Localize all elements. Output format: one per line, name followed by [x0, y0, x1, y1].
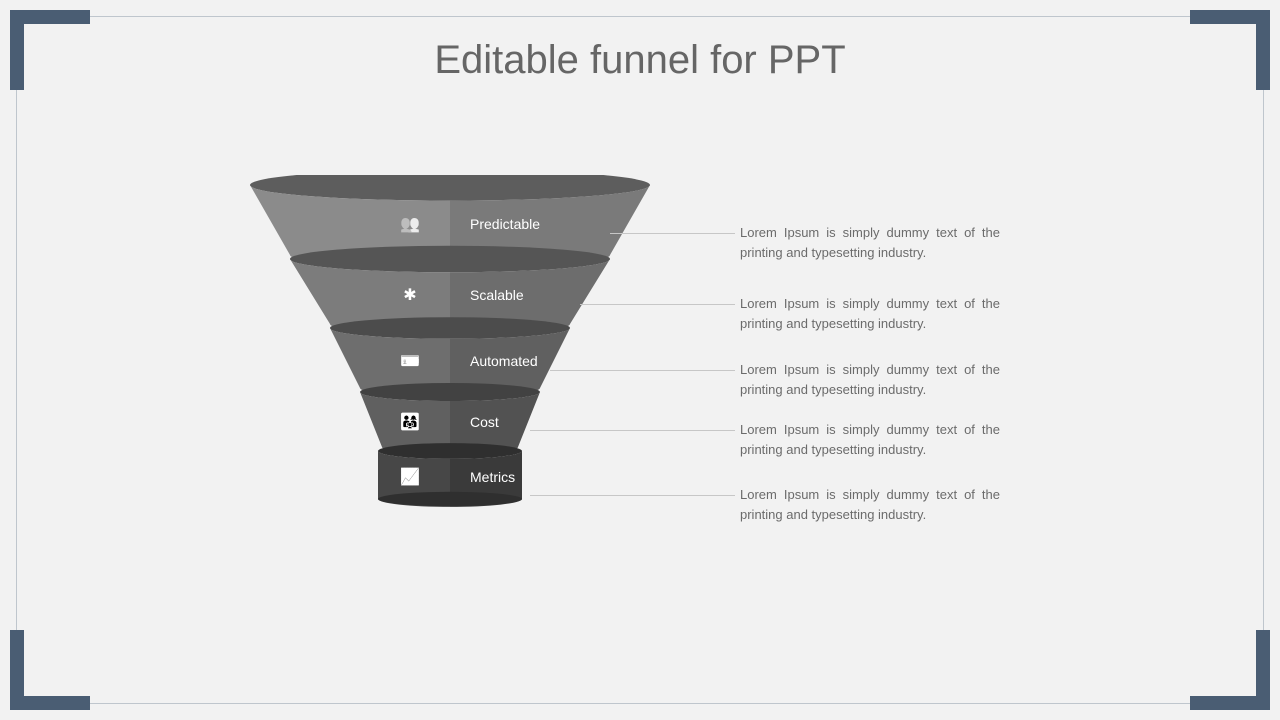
- connector-line: [550, 370, 735, 371]
- funnel-segment-label: Automated: [470, 353, 538, 369]
- funnel-segment-label: Metrics: [470, 469, 515, 485]
- segment-description: Lorem Ipsum is simply dummy text of the …: [740, 360, 1000, 399]
- funnel-segment-label: Predictable: [470, 216, 540, 232]
- funnel-diagram: Predictable 👥 Scalable ✱ Automated 🪪 Cost 👨‍👩‍👧…: [240, 175, 660, 575]
- segment-description: Lorem Ipsum is simply dummy text of the …: [740, 294, 1000, 333]
- network-icon: ✱: [395, 285, 425, 305]
- connector-line: [580, 304, 735, 305]
- funnel-segment-label: Scalable: [470, 287, 524, 303]
- connector-line: [530, 495, 735, 496]
- segment-description: Lorem Ipsum is simply dummy text of the …: [740, 420, 1000, 459]
- connector-line: [530, 430, 735, 431]
- people-icon: 👥: [395, 214, 425, 234]
- funnel-segment-label: Cost: [470, 414, 499, 430]
- connector-line: [610, 233, 735, 234]
- chart-icon: 📈: [395, 467, 425, 487]
- segment-description: Lorem Ipsum is simply dummy text of the …: [740, 485, 1000, 524]
- slide-stage: Predictable 👥 Scalable ✱ Automated 🪪 Cost 👨‍👩‍👧…: [0, 0, 1280, 720]
- segment-description: Lorem Ipsum is simply dummy text of the …: [740, 223, 1000, 262]
- group-icon: 👨‍👩‍👧: [395, 412, 425, 432]
- id-card-icon: 🪪: [395, 351, 425, 371]
